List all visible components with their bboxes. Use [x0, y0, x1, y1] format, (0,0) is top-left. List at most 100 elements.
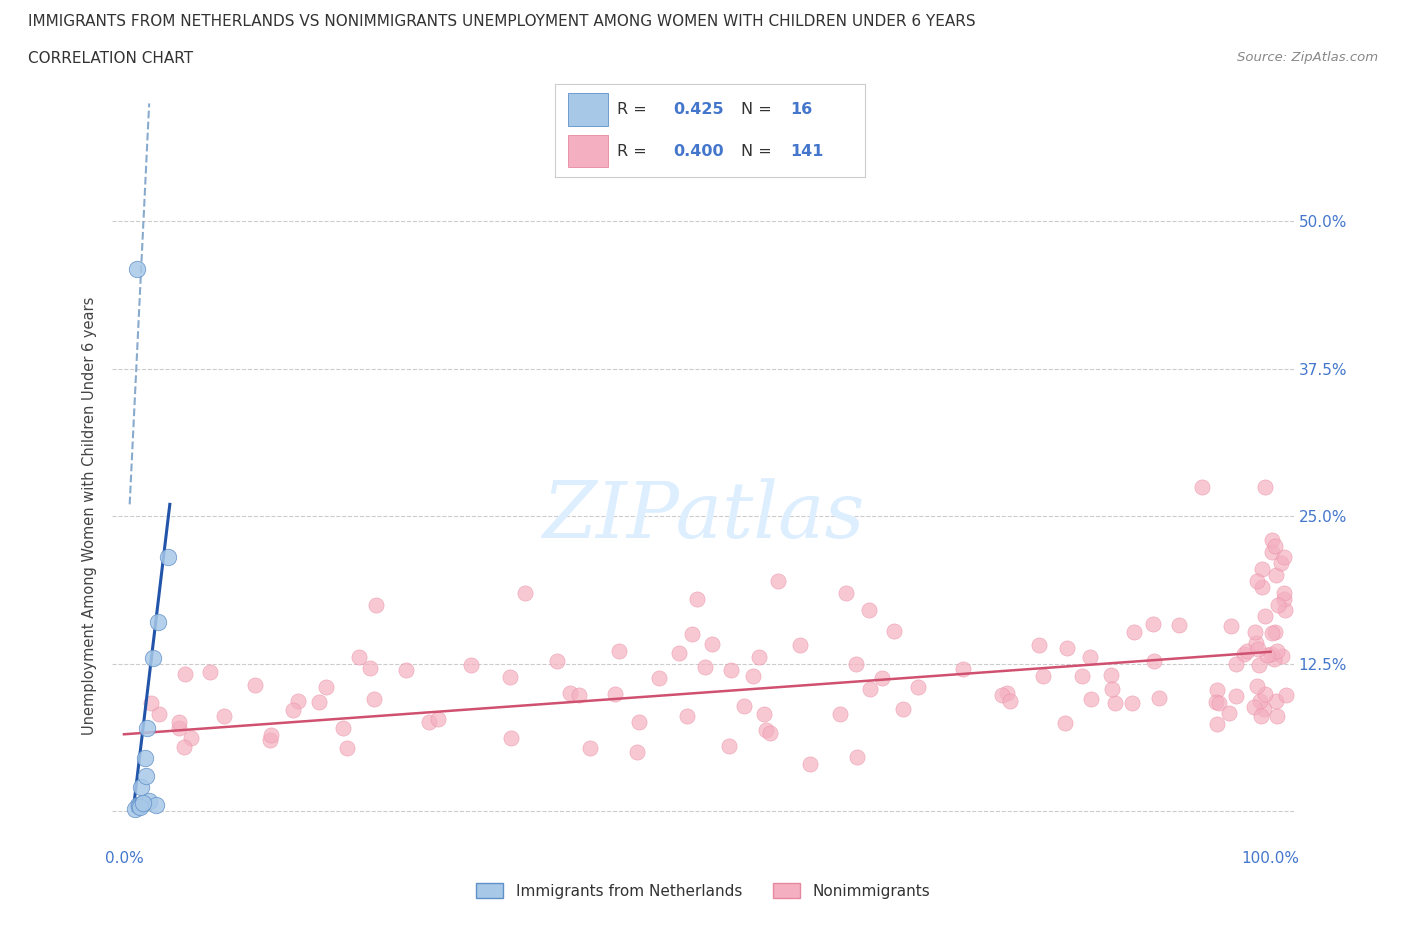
- Point: [845, 657, 868, 671]
- Point: [1101, 682, 1123, 697]
- Point: [173, 739, 195, 754]
- Point: [733, 699, 755, 714]
- Point: [1274, 603, 1296, 618]
- Point: [1070, 668, 1092, 683]
- Text: Source: ZipAtlas.com: Source: ZipAtlas.com: [1237, 51, 1378, 64]
- Point: [1261, 626, 1284, 641]
- Point: [1274, 688, 1296, 703]
- Point: [359, 661, 381, 676]
- Point: [1143, 654, 1166, 669]
- Point: [315, 680, 337, 695]
- Point: [1264, 694, 1286, 709]
- Point: [835, 585, 858, 600]
- Point: [748, 649, 770, 664]
- Text: 0.425: 0.425: [673, 101, 724, 117]
- Point: [167, 721, 190, 736]
- Point: [1236, 644, 1258, 658]
- Point: [1264, 625, 1286, 640]
- Point: [1032, 669, 1054, 684]
- Point: [142, 650, 165, 665]
- Point: [132, 795, 155, 810]
- Point: [686, 591, 709, 606]
- Point: [607, 644, 630, 658]
- Point: [1246, 635, 1268, 650]
- Point: [1225, 657, 1247, 671]
- Point: [129, 780, 152, 795]
- Point: [742, 669, 765, 684]
- Point: [131, 796, 153, 811]
- Point: [139, 696, 162, 711]
- Point: [752, 707, 775, 722]
- Point: [212, 709, 235, 724]
- Point: [363, 691, 385, 706]
- Point: [789, 637, 811, 652]
- Point: [1264, 538, 1286, 553]
- Point: [1225, 689, 1247, 704]
- Point: [1168, 618, 1191, 632]
- Point: [1208, 696, 1230, 711]
- Legend: Immigrants from Netherlands, Nonimmigrants: Immigrants from Netherlands, Nonimmigran…: [470, 876, 936, 905]
- Point: [138, 794, 160, 809]
- Point: [952, 661, 974, 676]
- Point: [460, 658, 482, 672]
- Point: [1056, 640, 1078, 655]
- Point: [134, 751, 156, 765]
- Point: [1099, 668, 1122, 683]
- Point: [124, 801, 146, 816]
- Point: [1220, 618, 1243, 633]
- Point: [998, 694, 1021, 709]
- Point: [693, 660, 716, 675]
- Point: [128, 799, 150, 814]
- Point: [995, 685, 1018, 700]
- FancyBboxPatch shape: [568, 135, 607, 167]
- Text: 0.400: 0.400: [673, 143, 724, 159]
- Point: [1243, 624, 1265, 639]
- Point: [1206, 683, 1229, 698]
- Point: [1250, 562, 1272, 577]
- Point: [1246, 574, 1268, 589]
- Point: [858, 603, 880, 618]
- Point: [1250, 709, 1272, 724]
- Point: [717, 738, 740, 753]
- Point: [1265, 709, 1288, 724]
- Point: [828, 706, 851, 721]
- Point: [1256, 647, 1278, 662]
- Point: [1121, 696, 1143, 711]
- Point: [1080, 691, 1102, 706]
- Point: [676, 709, 699, 724]
- Point: [546, 653, 568, 668]
- Point: [1267, 597, 1289, 612]
- Point: [1271, 648, 1294, 663]
- Point: [260, 728, 283, 743]
- Point: [1054, 715, 1077, 730]
- Point: [515, 585, 537, 600]
- Point: [1265, 644, 1288, 658]
- Point: [1078, 650, 1101, 665]
- Point: [1123, 625, 1146, 640]
- Point: [702, 636, 724, 651]
- Point: [1142, 617, 1164, 631]
- Text: 16: 16: [790, 101, 813, 117]
- Point: [135, 768, 157, 783]
- Point: [1260, 646, 1282, 661]
- Point: [1243, 699, 1265, 714]
- Point: [156, 550, 179, 565]
- Point: [647, 671, 669, 685]
- Point: [799, 757, 821, 772]
- Point: [173, 666, 195, 681]
- Point: [347, 650, 370, 665]
- Text: 141: 141: [790, 143, 824, 159]
- Text: N =: N =: [741, 143, 772, 159]
- Point: [167, 714, 190, 729]
- Point: [1254, 479, 1277, 494]
- Point: [366, 597, 388, 612]
- Point: [1206, 717, 1229, 732]
- Point: [558, 685, 581, 700]
- Point: [332, 721, 354, 736]
- Point: [336, 740, 359, 755]
- Point: [1104, 696, 1126, 711]
- Point: [568, 688, 591, 703]
- Point: [281, 702, 304, 717]
- Text: IMMIGRANTS FROM NETHERLANDS VS NONIMMIGRANTS UNEMPLOYMENT AMONG WOMEN WITH CHILD: IMMIGRANTS FROM NETHERLANDS VS NONIMMIGR…: [28, 14, 976, 29]
- Point: [1249, 694, 1271, 709]
